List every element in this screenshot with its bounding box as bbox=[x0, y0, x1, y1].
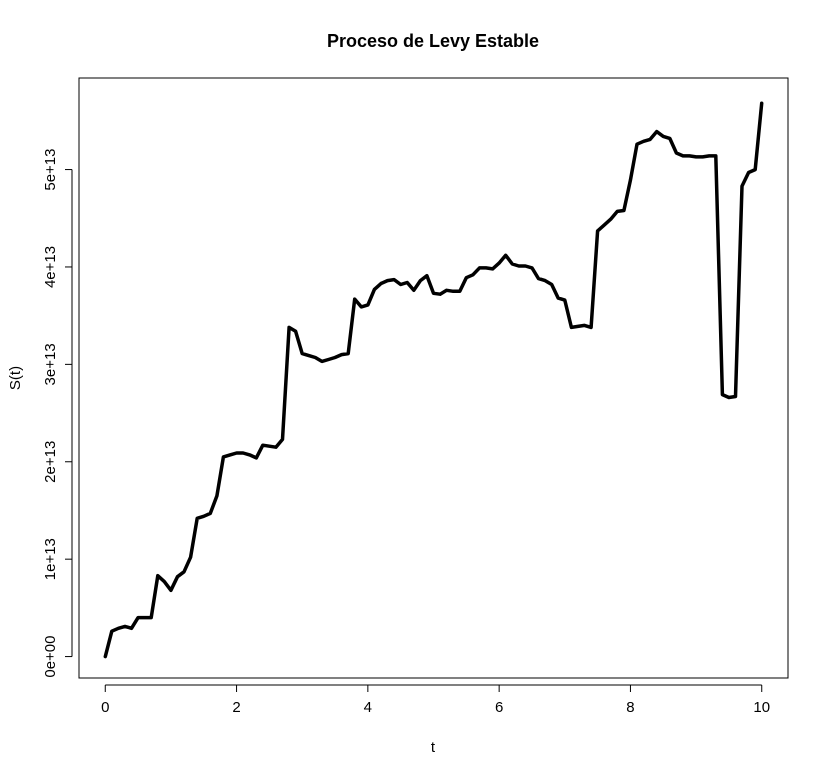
x-tick-label: 4 bbox=[364, 699, 372, 716]
y-tick-label: 4e+13 bbox=[42, 246, 59, 288]
series-line bbox=[103, 101, 764, 659]
y-tick-label: 0e+00 bbox=[42, 636, 59, 678]
x-tick-label: 8 bbox=[626, 699, 634, 716]
y-axis: 0e+00 1e+13 2e+13 3e+13 4e+13 5e+13 bbox=[42, 148, 73, 678]
x-tick-label: 6 bbox=[495, 699, 503, 716]
x-axis: 0 2 4 6 8 10 bbox=[101, 684, 770, 716]
chart-title: Proceso de Levy Estable bbox=[327, 31, 539, 51]
y-tick-label: 5e+13 bbox=[42, 148, 59, 190]
x-axis-label: t bbox=[431, 739, 436, 756]
x-tick-label: 0 bbox=[101, 699, 109, 716]
y-tick-label: 3e+13 bbox=[42, 343, 59, 385]
series-group bbox=[103, 101, 764, 659]
x-tick-label: 2 bbox=[232, 699, 240, 716]
y-tick-label: 2e+13 bbox=[42, 441, 59, 483]
x-tick-label: 10 bbox=[753, 699, 770, 716]
plot-area bbox=[78, 77, 789, 679]
y-axis-label: S(t) bbox=[7, 366, 24, 390]
y-tick-label: 1e+13 bbox=[42, 538, 59, 580]
